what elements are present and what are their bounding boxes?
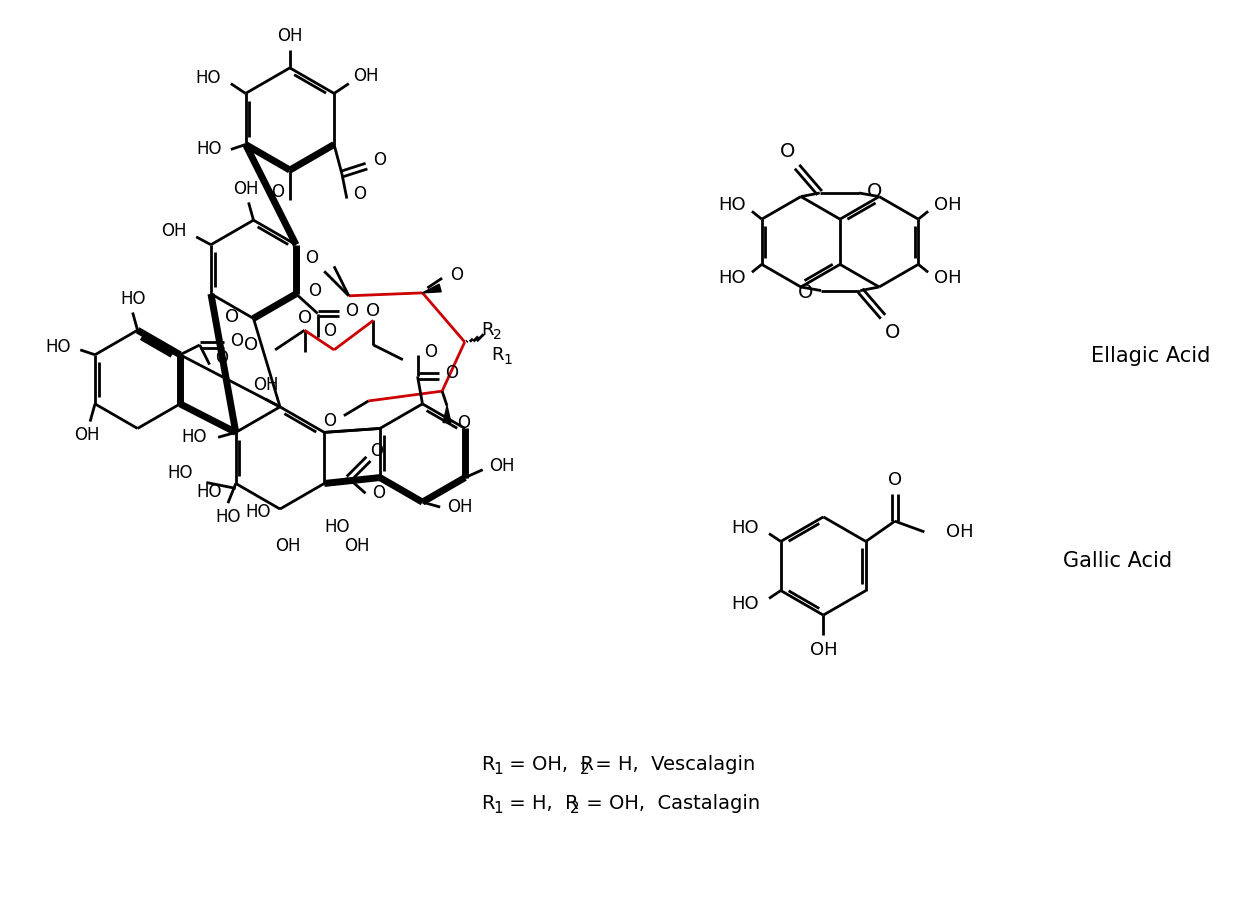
Text: O: O [271, 183, 285, 201]
Text: 1: 1 [493, 762, 503, 777]
Text: O: O [297, 310, 312, 328]
Text: R: R [481, 755, 494, 774]
Text: R: R [491, 346, 504, 364]
Text: = H,  Vescalagin: = H, Vescalagin [589, 755, 756, 774]
Text: HO: HO [196, 141, 222, 158]
Text: OH: OH [344, 538, 370, 556]
Text: O: O [345, 301, 359, 320]
Text: O: O [323, 322, 335, 340]
Text: 1: 1 [503, 352, 512, 367]
Text: O: O [215, 349, 228, 367]
Text: R: R [481, 321, 494, 340]
Text: OH: OH [275, 538, 301, 556]
Text: HO: HO [719, 269, 746, 287]
Text: O: O [224, 309, 239, 327]
Text: O: O [424, 343, 436, 360]
Text: O: O [231, 332, 244, 350]
Text: 2: 2 [493, 328, 502, 342]
Text: Gallic Acid: Gallic Acid [1063, 551, 1173, 571]
Text: HO: HO [731, 596, 760, 613]
Text: O: O [867, 182, 883, 201]
Text: OH: OH [353, 67, 379, 84]
Text: OH: OH [233, 180, 259, 198]
Text: OH: OH [490, 457, 515, 475]
Text: O: O [445, 364, 459, 382]
Text: OH: OH [254, 376, 279, 394]
Text: HO: HO [196, 69, 221, 86]
Text: O: O [798, 283, 813, 302]
Text: HO: HO [166, 464, 192, 481]
Text: O: O [450, 266, 464, 284]
Text: = OH,  R: = OH, R [503, 755, 594, 774]
Text: HO: HO [120, 290, 145, 308]
Text: O: O [366, 301, 381, 320]
Text: OH: OH [810, 640, 837, 658]
Text: R: R [481, 794, 494, 814]
Text: O: O [372, 152, 386, 169]
Text: HO: HO [196, 483, 222, 501]
Text: O: O [308, 281, 321, 300]
Text: O: O [888, 471, 901, 489]
Text: O: O [885, 323, 900, 342]
Text: HO: HO [44, 338, 70, 356]
Text: O: O [353, 184, 366, 202]
Text: HO: HO [215, 508, 240, 526]
Text: O: O [370, 442, 382, 460]
Text: 2: 2 [580, 762, 589, 777]
Text: Ellagic Acid: Ellagic Acid [1090, 346, 1210, 366]
Text: O: O [779, 142, 795, 161]
Text: HO: HO [731, 518, 760, 537]
Text: 1: 1 [493, 801, 503, 816]
Text: = OH,  Castalagin: = OH, Castalagin [580, 794, 760, 814]
Text: O: O [372, 484, 385, 502]
Text: OH: OH [933, 196, 962, 214]
Text: 2: 2 [570, 801, 580, 816]
Text: OH: OH [946, 523, 974, 541]
Text: OH: OH [160, 222, 186, 240]
Text: HO: HO [324, 518, 350, 536]
Text: = H,  R: = H, R [503, 794, 578, 814]
Text: OH: OH [933, 269, 962, 287]
Text: OH: OH [277, 27, 302, 45]
Text: OH: OH [448, 498, 472, 516]
Text: O: O [244, 336, 259, 354]
Text: HO: HO [245, 503, 271, 521]
Text: O: O [457, 413, 470, 431]
Polygon shape [443, 406, 451, 422]
Polygon shape [423, 284, 441, 293]
Text: OH: OH [74, 427, 100, 444]
Text: HO: HO [719, 196, 746, 214]
Text: O: O [305, 250, 318, 268]
Text: HO: HO [181, 429, 207, 447]
Text: O: O [323, 411, 335, 429]
